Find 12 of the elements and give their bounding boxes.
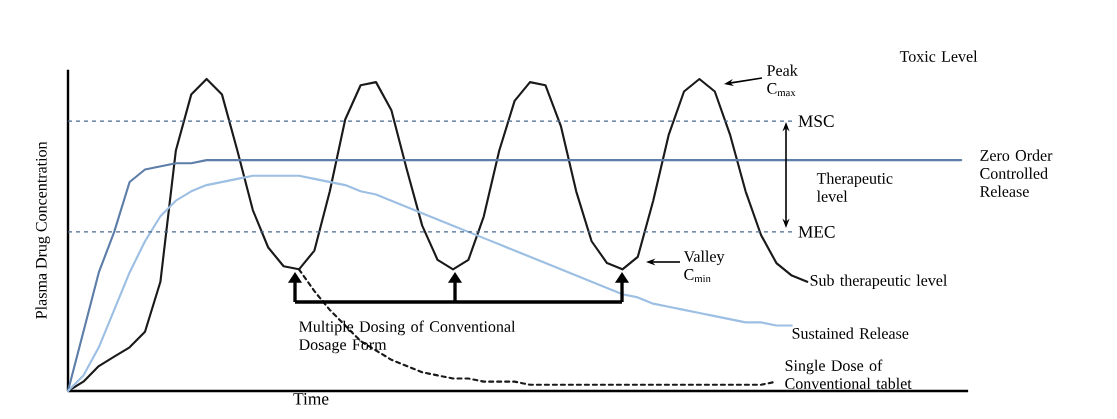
series-label: Sustained Release bbox=[792, 327, 909, 339]
x-axis-title: Time bbox=[293, 393, 329, 405]
series-label: Single Dose of Conventional tablet bbox=[785, 359, 912, 389]
series-label: Zero Order Controlled Release bbox=[980, 149, 1053, 197]
text: Toxic Level bbox=[899, 50, 978, 62]
annotation: Sub therapeutic level bbox=[810, 274, 948, 290]
annotation: Peak C$_{max}$ bbox=[767, 64, 798, 97]
ref-line-label: MSC bbox=[798, 115, 834, 127]
annotation: Valley C$_{min}$ bbox=[683, 250, 725, 283]
annotation: Therapeutic level bbox=[816, 172, 893, 202]
ref-line-label: MEC bbox=[798, 226, 835, 238]
y-axis-title: Plasma Drug Concentration bbox=[35, 141, 50, 319]
